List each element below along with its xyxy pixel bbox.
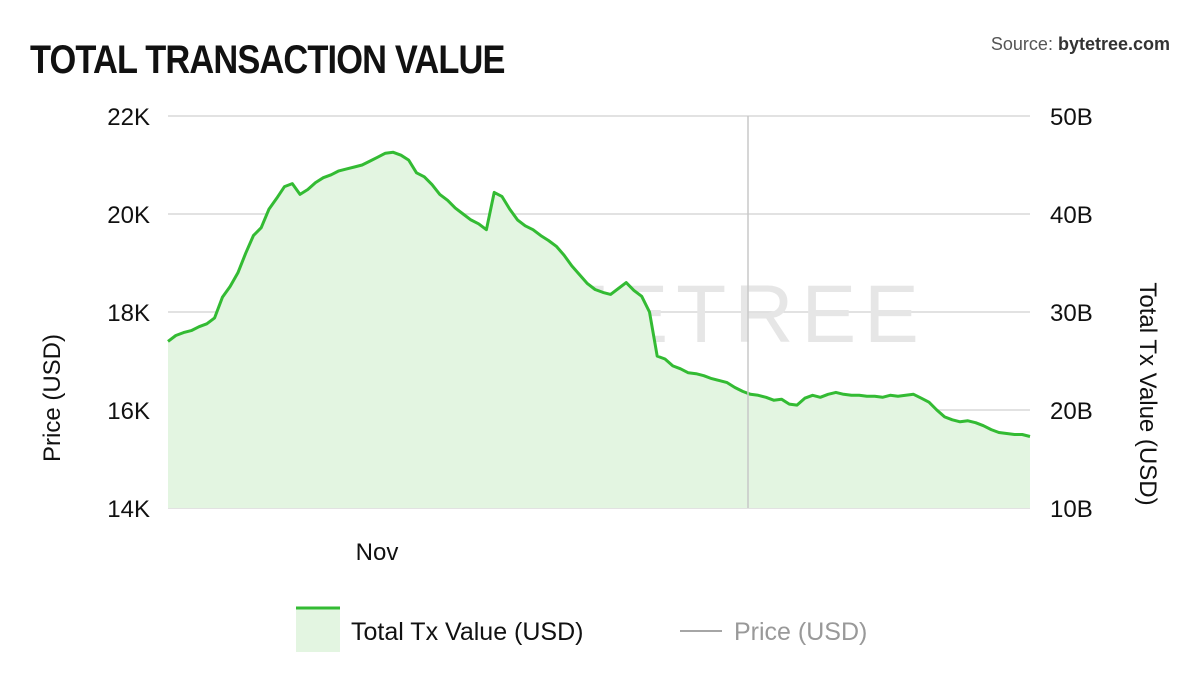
legend-swatch-area	[296, 608, 340, 652]
y-right-tick-label: 20B	[1050, 398, 1093, 425]
y-left-tick-label: 22K	[107, 104, 150, 131]
legend: Total Tx Value (USD) Price (USD)	[296, 606, 867, 652]
source-attribution: Source: bytetree.com	[991, 34, 1170, 55]
legend-item-price[interactable]: Price (USD)	[680, 618, 867, 646]
legend-item-total-tx-value[interactable]: Total Tx Value (USD)	[296, 606, 583, 652]
source-prefix: Source:	[990, 34, 1058, 54]
y-left-tick-label: 16K	[107, 398, 150, 425]
y-axis-right-ticks: 10B 20B 30B 40B 50B	[1050, 104, 1093, 523]
y-left-tick-label: 18K	[107, 300, 150, 327]
x-tick-label: Nov	[356, 539, 399, 566]
y-left-tick-label: 20K	[107, 202, 150, 229]
y-right-tick-label: 50B	[1050, 104, 1093, 131]
legend-label-total-tx-value: Total Tx Value (USD)	[351, 618, 583, 646]
y-right-tick-label: 30B	[1050, 300, 1093, 327]
legend-label-price: Price (USD)	[734, 618, 867, 646]
series-line-total-tx-value[interactable]	[167, 150, 1031, 438]
chart-title: TOTAL TRANSACTION VALUE	[30, 38, 505, 82]
source-link[interactable]: bytetree.com	[1057, 34, 1170, 54]
y-right-tick-label: 40B	[1050, 202, 1093, 229]
y-right-tick-label: 10B	[1050, 496, 1093, 523]
y-axis-right-label: Total Tx Value (USD)	[1134, 282, 1161, 505]
y-axis-left-ticks: 14K 16K 18K 20K 22K	[107, 104, 150, 523]
series-area-fill	[168, 152, 1030, 509]
y-left-tick-label: 14K	[107, 496, 150, 523]
y-axis-left-label: Price (USD)	[39, 334, 66, 462]
